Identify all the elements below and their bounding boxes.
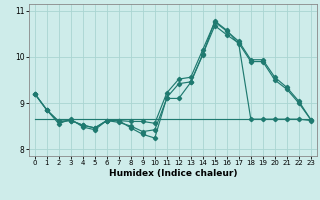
X-axis label: Humidex (Indice chaleur): Humidex (Indice chaleur) xyxy=(108,169,237,178)
